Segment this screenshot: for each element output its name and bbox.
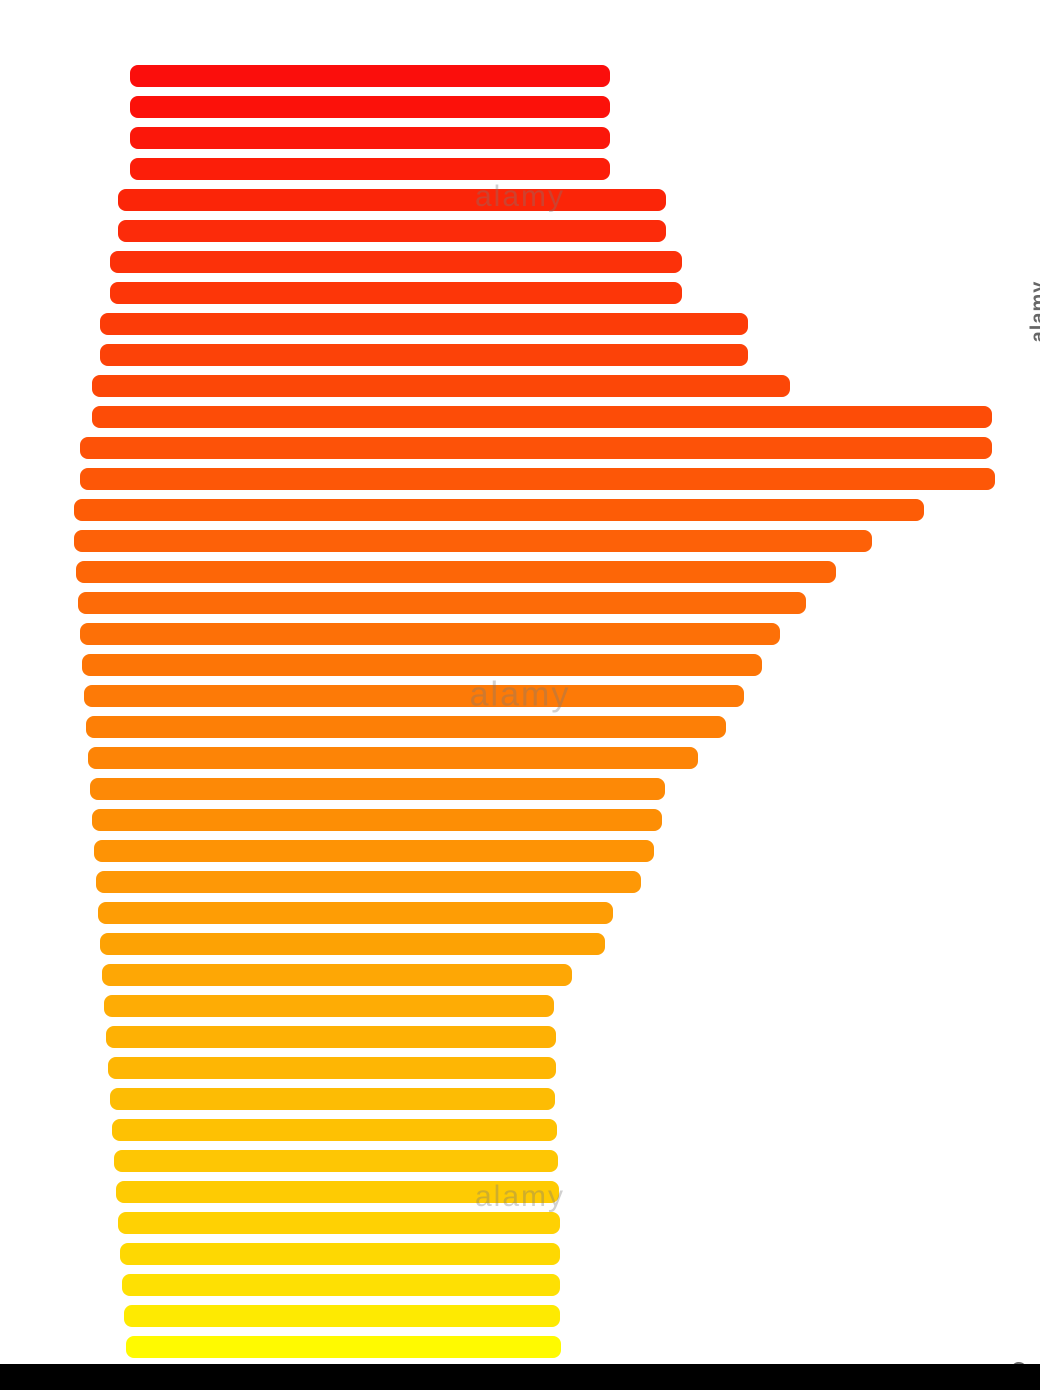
shape-bar — [86, 716, 726, 738]
shape-bar — [118, 220, 666, 242]
shape-bar — [104, 995, 554, 1017]
shape-bar — [80, 623, 780, 645]
shape-bar — [100, 313, 748, 335]
shape-bar — [118, 189, 666, 211]
shape-bar — [94, 840, 654, 862]
shape-bar — [130, 65, 610, 87]
shape-bar — [88, 747, 698, 769]
graphic-canvas: alamy alamy alamy alamy www.alamy.com Im… — [0, 0, 1040, 1390]
shape-bar — [76, 561, 836, 583]
shape-bar — [90, 778, 665, 800]
shape-bar — [110, 251, 682, 273]
shape-bar — [126, 1336, 561, 1358]
shape-bar — [106, 1026, 556, 1048]
shape-bar — [122, 1274, 560, 1296]
shape-bar — [110, 1088, 555, 1110]
shape-bar — [98, 902, 613, 924]
shape-bar — [114, 1150, 558, 1172]
shape-bar — [130, 158, 610, 180]
shape-bar — [74, 530, 872, 552]
bottom-black-strip — [0, 1364, 1040, 1390]
shape-bar — [130, 127, 610, 149]
shape-bar — [96, 871, 641, 893]
shape-bar — [80, 468, 995, 490]
shape-bar — [92, 809, 662, 831]
shape-bar — [74, 499, 924, 521]
shape-bar — [118, 1212, 560, 1234]
shape-bar — [100, 344, 748, 366]
shape-bar — [120, 1243, 560, 1265]
shape-bar — [82, 654, 762, 676]
shape-bar — [92, 406, 992, 428]
shape-bar — [78, 592, 806, 614]
shape-bar — [108, 1057, 556, 1079]
shape-bar — [112, 1119, 557, 1141]
shape-bar — [102, 964, 572, 986]
shape-bar — [92, 375, 790, 397]
shape-bar — [130, 96, 610, 118]
shape-bar — [116, 1181, 559, 1203]
shape-bar — [110, 282, 682, 304]
shape-bar — [80, 437, 992, 459]
shape-bar — [100, 933, 605, 955]
shape-bar — [84, 685, 744, 707]
shape-bar — [124, 1305, 560, 1327]
side-brand-label: alamy — [1028, 281, 1040, 343]
side-brand-text: alamy — [1028, 281, 1040, 343]
